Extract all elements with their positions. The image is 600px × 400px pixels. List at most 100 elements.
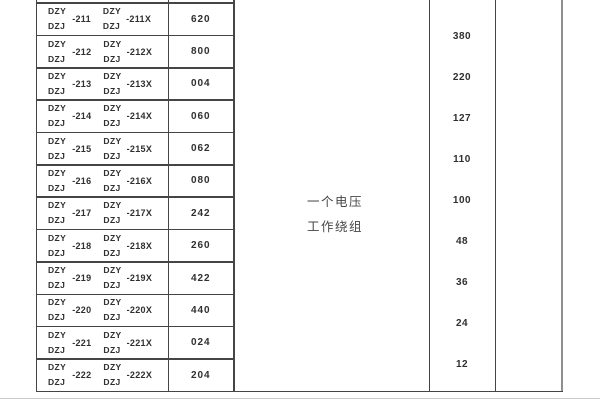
- model-pair-cell: DZY DZJ -214 DZY DZJ -214X: [36, 100, 168, 132]
- model-pair-cell: DZY DZJ -211 DZY DZJ -211X: [36, 3, 168, 35]
- brand-bottom-label: DZJ: [103, 312, 121, 323]
- model-pair-cell: DZY DZJ -213 DZY DZJ -213X: [36, 68, 168, 100]
- voltage-value: 48: [455, 235, 469, 247]
- brand-bottom-label: DZJ: [48, 280, 66, 291]
- brand-stack: DZY DZJ: [103, 135, 122, 161]
- brand-top-label: DZY: [48, 200, 67, 211]
- brand-top-label: DZY: [48, 232, 67, 243]
- brand-bottom-label: DZJ: [103, 215, 121, 226]
- brand-bottom-label: DZJ: [103, 53, 121, 64]
- brand-stack: DZY DZJ: [48, 329, 67, 355]
- code-value-cell: 260: [191, 240, 211, 252]
- voltage-value: 36: [455, 276, 469, 288]
- model-suffix-x: -221X: [126, 337, 153, 348]
- brand-top-label: DZY: [48, 135, 67, 146]
- brand-bottom-label: DZJ: [103, 150, 121, 161]
- winding-label-line1: 一个电压: [306, 195, 363, 209]
- voltage-value: 220: [452, 71, 472, 83]
- brand-stack: DZY DZJ: [103, 201, 121, 225]
- model-suffix: -222: [72, 370, 92, 381]
- table-bottom-line: [35, 390, 563, 393]
- brand-top-label: DZY: [103, 200, 122, 211]
- voltage-value: 12: [455, 358, 469, 370]
- page-edge-line: [0, 398, 600, 400]
- brand-stack: DZY DZJ: [48, 298, 66, 322]
- brand-top-label: DZY: [48, 329, 67, 340]
- brand-stack: DZY DZJ: [103, 233, 121, 258]
- model-suffix-x: -222X: [126, 370, 153, 381]
- brand-top-label: DZY: [103, 38, 122, 49]
- model-suffix: -214: [72, 111, 92, 122]
- table-vline: [494, 0, 497, 392]
- brand-stack: DZY DZJ: [48, 135, 67, 161]
- brand-bottom-label: DZJ: [48, 215, 66, 226]
- brand-top-label: DZY: [102, 6, 122, 17]
- brand-top-label: DZY: [103, 297, 122, 308]
- brand-stack: DZY DZJ: [103, 168, 121, 193]
- brand-bottom-label: DZJ: [48, 312, 66, 323]
- brand-bottom-label: DZJ: [103, 182, 121, 193]
- model-pair-cell: DZY DZJ -222 DZY DZJ -222X: [36, 359, 168, 391]
- table-hline: [35, 99, 235, 101]
- table-hline: [35, 293, 235, 296]
- model-suffix: -219: [72, 273, 92, 284]
- model-suffix-x: -218X: [126, 240, 153, 251]
- brand-top-label: DZY: [103, 103, 122, 114]
- brand-bottom-label: DZJ: [48, 85, 66, 96]
- brand-stack: DZY DZJ: [48, 363, 66, 387]
- model-pair-cell: DZY DZJ -218 DZY DZJ -218X: [36, 230, 168, 262]
- code-value-cell: 620: [191, 13, 211, 25]
- model-suffix: -217: [72, 208, 92, 219]
- model-suffix: -211: [72, 14, 91, 25]
- brand-bottom-label: DZJ: [103, 377, 121, 388]
- model-pair-cell: DZY DZJ -212 DZY DZJ -212X: [36, 35, 168, 67]
- brand-stack: DZY DZJ: [103, 7, 121, 31]
- brand-top-label: DZY: [48, 362, 67, 373]
- table-vline: [35, 0, 38, 392]
- table-hline: [35, 66, 235, 69]
- code-value-cell: 062: [191, 143, 211, 155]
- model-suffix-x: -217X: [126, 208, 153, 219]
- model-suffix-x: -211X: [126, 14, 152, 25]
- brand-stack: DZY DZJ: [48, 104, 66, 128]
- table-vline: [167, 0, 170, 392]
- brand-bottom-label: DZJ: [48, 21, 66, 32]
- model-suffix: -212: [72, 46, 92, 57]
- brand-top-label: DZY: [48, 297, 67, 308]
- code-value-cell: 004: [191, 78, 211, 90]
- code-value-cell: 060: [191, 110, 211, 122]
- model-pair-cell: DZY DZJ -219 DZY DZJ -219X: [36, 262, 168, 294]
- model-suffix: -215: [72, 143, 92, 154]
- table-hline: [35, 196, 235, 198]
- winding-label-line2: 工作绕组: [306, 220, 363, 234]
- brand-bottom-label: DZJ: [103, 280, 121, 291]
- brand-top-label: DZY: [48, 103, 67, 114]
- brand-stack: DZY DZJ: [103, 38, 122, 64]
- code-value-cell: 422: [191, 272, 211, 284]
- voltage-value: 24: [455, 317, 469, 329]
- model-suffix-x: -214X: [126, 111, 153, 122]
- brand-bottom-label: DZJ: [48, 247, 66, 258]
- brand-top-label: DZY: [103, 265, 122, 276]
- brand-bottom-label: DZJ: [103, 344, 121, 355]
- model-suffix: -213: [72, 78, 92, 89]
- brand-bottom-label: DZJ: [48, 182, 66, 193]
- code-value-cell: 080: [191, 175, 211, 187]
- table-vline: [233, 0, 235, 392]
- brand-bottom-label: DZJ: [48, 344, 66, 355]
- model-suffix: -221: [72, 337, 92, 348]
- code-value-cell: 242: [191, 207, 211, 219]
- brand-stack: DZY DZJ: [48, 71, 66, 96]
- model-suffix-x: -215X: [126, 143, 153, 154]
- brand-top-label: DZY: [103, 135, 122, 146]
- table-hline: [35, 261, 235, 263]
- brand-top-label: DZY: [48, 265, 67, 276]
- voltage-value: 380: [452, 31, 472, 42]
- winding-label: 一个电压 工作绕组: [233, 190, 429, 240]
- voltage-value: 100: [452, 194, 472, 206]
- model-table: DZY DZJ -211 DZY DZJ -211X 620 DZY DZJ -…: [36, 3, 234, 392]
- brand-stack: DZY DZJ: [48, 39, 66, 64]
- model-pair-cell: DZY DZJ -221 DZY DZJ -221X: [36, 327, 168, 359]
- brand-stack: DZY DZJ: [48, 201, 66, 225]
